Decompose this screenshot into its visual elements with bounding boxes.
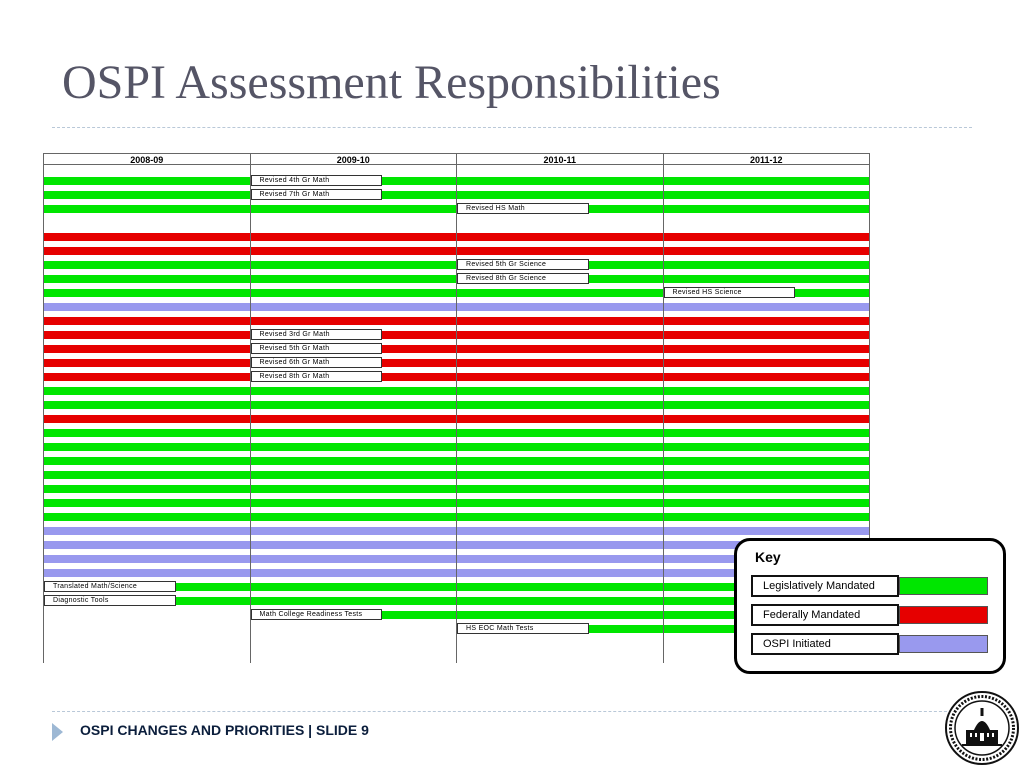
assessment-label: HS EOC Math Tests (457, 623, 589, 634)
key-color-swatch (899, 577, 988, 595)
year-column-header: 2010-11 (456, 153, 664, 165)
slide-title: OSPI Assessment Responsibilities (62, 56, 721, 109)
legend-key: Key Legislatively Mandated Federally Mand… (734, 538, 1006, 674)
column-gridline (869, 165, 870, 663)
assessment-label: Revised 7th Gr Math (250, 189, 382, 200)
key-title: Key (755, 549, 781, 565)
year-column-header: 2011-12 (662, 153, 870, 165)
assessment-timeline: 2008-09 2009-10 2010-11 2011-12 Revised 4th … (43, 153, 870, 663)
assessment-label: Revised 8th Gr Science (457, 273, 589, 284)
column-gridline (662, 165, 664, 663)
key-label: OSPI Initiated (751, 633, 899, 655)
title-divider (52, 127, 972, 128)
assessment-label: Revised 8th Gr Math (250, 371, 382, 382)
year-column-header: 2009-10 (249, 153, 457, 165)
assessment-label: Revised 6th Gr Math (250, 357, 382, 368)
key-label: Federally Mandated (751, 604, 899, 626)
green-timeline-bar (249, 611, 869, 619)
key-color-swatch (899, 635, 988, 653)
assessment-label: Revised HS Math (457, 203, 589, 214)
year-column-header: 2008-09 (43, 153, 251, 165)
assessment-label: Revised 5th Gr Math (250, 343, 382, 354)
footer-chevron-icon (52, 723, 63, 741)
assessment-label: Revised HS Science (663, 287, 795, 298)
key-label: Legislatively Mandated (751, 575, 899, 597)
footer-text: OSPI CHANGES AND PRIORITIES | SLIDE 9 (80, 722, 369, 738)
column-gridline (43, 165, 44, 663)
column-gridline (456, 165, 457, 663)
key-color-swatch (899, 606, 988, 624)
assessment-label: Revised 5th Gr Science (457, 259, 589, 270)
footer-divider (52, 711, 972, 712)
assessment-label: Translated Math/Science (44, 581, 176, 592)
ospi-seal-icon (945, 691, 1019, 765)
assessment-label: Revised 3rd Gr Math (250, 329, 382, 340)
assessment-label: Math College Readiness Tests (250, 609, 382, 620)
assessment-label: Diagnostic Tools (44, 595, 176, 606)
column-gridline (249, 165, 251, 663)
assessment-label: Revised 4th Gr Math (250, 175, 382, 186)
